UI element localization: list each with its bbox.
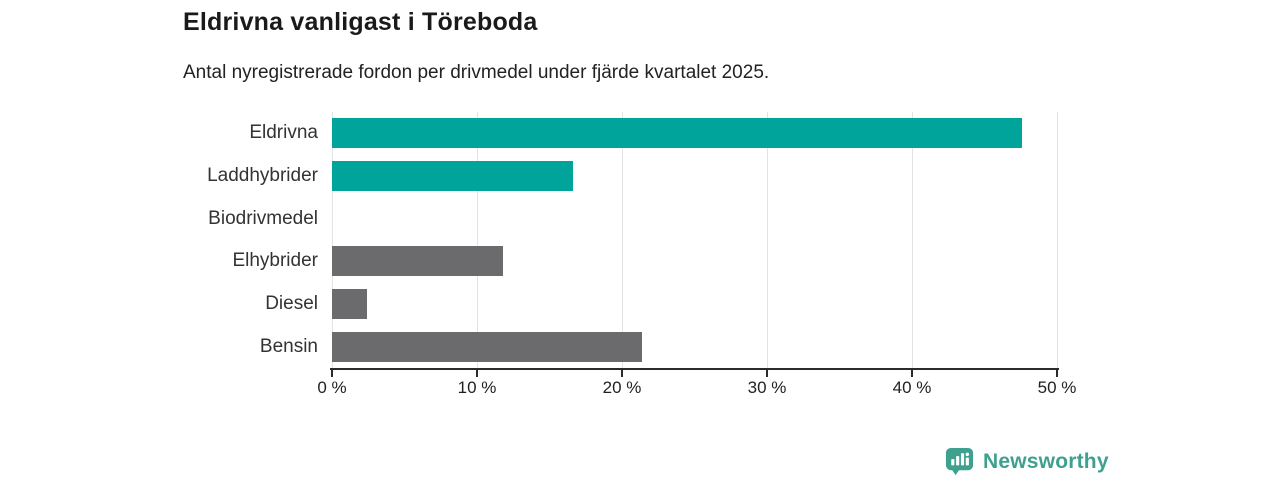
bar-chart-plot-area: Eldrivna Laddhybrider Biodrivmedel Elhybrid… — [207, 112, 1058, 368]
bar-row-eldrivna: Eldrivna — [249, 112, 1057, 155]
bar-row-diesel: Diesel — [265, 283, 1057, 326]
x-axis-tick-label: 40 % — [892, 378, 932, 397]
gridline-30 — [767, 112, 768, 368]
bar-row-laddhybrider: Laddhybrider — [207, 155, 1057, 198]
x-axis-tick-10 — [476, 370, 478, 377]
gridline-50 — [1057, 112, 1058, 368]
x-axis-tick-0 — [331, 370, 333, 377]
x-axis-tick-20 — [621, 370, 623, 377]
x-axis-tick-label: 50 % — [1037, 378, 1077, 397]
newsworthy-branding: Newsworthy — [944, 446, 1109, 477]
x-axis-tick-label: 0 % — [317, 378, 347, 397]
x-axis-tick-label: 20 % — [602, 378, 642, 397]
bar — [332, 246, 504, 277]
bar — [332, 118, 1023, 149]
bar — [332, 288, 367, 319]
bar-row-elhybrider: Elhybrider — [232, 240, 1057, 283]
x-axis-tick-label: 30 % — [747, 378, 787, 397]
bar — [332, 331, 643, 362]
gridline-0 — [332, 112, 333, 368]
bar-row-biodrivmedel: Biodrivmedel — [208, 197, 1057, 240]
x-axis-tick-50 — [1056, 370, 1058, 377]
newsworthy-bar-chart-pin-icon — [945, 447, 974, 476]
bar-row-bensin: Bensin — [260, 325, 1057, 368]
bar — [332, 160, 573, 191]
category-label: Elhybrider — [232, 250, 318, 272]
newsworthy-wordmark: Newsworthy — [983, 449, 1109, 473]
x-axis-tick-30 — [766, 370, 768, 377]
gridline-10 — [477, 112, 478, 368]
category-label: Eldrivna — [249, 122, 318, 144]
category-label: Bensin — [259, 335, 318, 357]
category-label: Laddhybrider — [207, 164, 318, 186]
chart-title: Eldrivna vanligast i Töreboda — [183, 8, 538, 36]
gridline-20 — [622, 112, 623, 368]
x-axis-line — [330, 368, 1059, 370]
category-label: Biodrivmedel — [208, 207, 318, 229]
category-label: Diesel — [265, 292, 318, 314]
x-axis-tick-label: 10 % — [457, 378, 497, 397]
chart-subtitle: Antal nyregistrerade fordon per drivmede… — [183, 62, 770, 83]
gridline-40 — [912, 112, 913, 368]
x-axis-tick-40 — [911, 370, 913, 377]
